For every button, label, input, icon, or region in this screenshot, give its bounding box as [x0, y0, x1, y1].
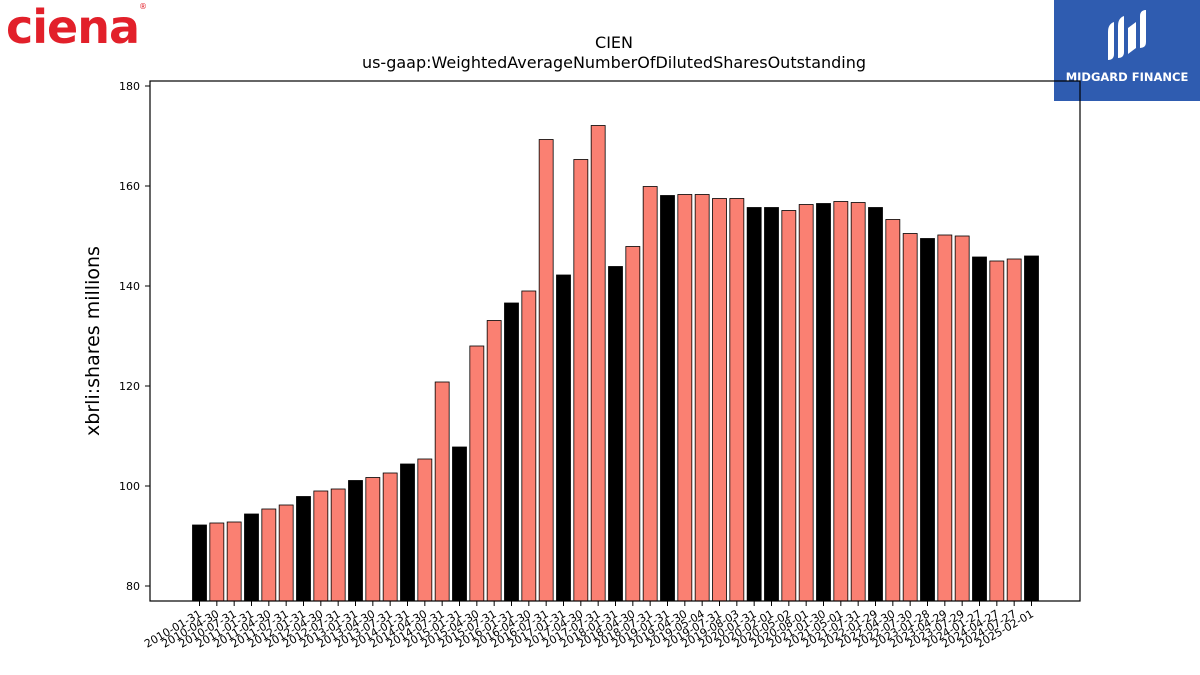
bar-2016-01-31 [504, 302, 519, 602]
bar-2017-07-31 [590, 125, 606, 602]
bar-2014-01-31 [400, 463, 415, 602]
bar-2018-01-31 [608, 266, 623, 602]
bar-2020-05-02 [781, 210, 797, 602]
bar-2018-07-31 [642, 186, 658, 602]
y-tick-label: 160 [119, 180, 140, 193]
midgard-emblem-icon [1108, 10, 1146, 60]
bar-2010-07-31 [226, 521, 242, 602]
bar-2021-05-01 [833, 201, 849, 602]
bar-2013-01-31 [348, 480, 363, 602]
bar-2011-01-31 [244, 513, 259, 602]
bar-2017-04-30 [573, 159, 589, 602]
bar-2019-08-03 [729, 198, 745, 602]
bar-2020-02-01 [764, 207, 779, 602]
bar-2019-01-31 [660, 195, 675, 602]
bar-2012-07-31 [330, 488, 346, 602]
bar-2011-04-30 [261, 508, 277, 602]
ciena-logo-text: ciena [6, 0, 140, 54]
bar-2016-07-31 [538, 139, 554, 602]
bar-2010-01-31 [192, 524, 207, 602]
y-tick-label: 80 [126, 580, 140, 593]
ciena-logo: ciena® [6, 2, 156, 52]
bar-2019-05-04 [694, 194, 710, 602]
plot-frame [149, 80, 1081, 602]
x-ticks-group: 2010-01-312010-04-302010-07-312011-01-31… [142, 601, 1036, 651]
bar-2015-01-31 [452, 446, 467, 602]
bar-2021-07-31 [850, 202, 866, 602]
chart-title: CIEN [595, 33, 633, 52]
bar-2022-01-29 [868, 207, 883, 602]
bar-2020-08-01 [798, 204, 814, 602]
bar-2012-01-31 [296, 496, 311, 602]
bar-2013-04-30 [365, 477, 381, 602]
y-ticks-group: 80 100 120 140 160 180 [119, 80, 150, 593]
y-tick-label: 180 [119, 80, 140, 93]
midgard-finance-logo: MIDGARD FINANCE [1054, 0, 1200, 101]
bar-2019-07-31 [712, 198, 727, 602]
y-tick-label: 140 [119, 280, 140, 293]
y-tick-label: 120 [119, 380, 140, 393]
sponsor-name: MIDGARD FINANCE [1065, 70, 1189, 84]
bar-2025-02-01 [1024, 255, 1039, 602]
registered-mark: ® [139, 2, 148, 11]
y-axis-label: xbrli:shares millions [82, 246, 104, 436]
bar-2014-07-31 [434, 381, 450, 602]
bar-2010-04-30 [209, 522, 225, 602]
bar-2016-04-30 [521, 290, 537, 602]
chart-subtitle: us-gaap:WeightedAverageNumberOfDilutedSh… [362, 53, 866, 72]
bar-2017-01-31 [556, 274, 571, 602]
bar-2014-04-30 [417, 458, 433, 602]
bar-2022-07-30 [902, 233, 918, 602]
bars-group [192, 125, 1039, 602]
bar-2018-04-30 [625, 246, 641, 602]
y-tick-label: 100 [119, 480, 140, 493]
bar-2024-01-27 [972, 256, 987, 602]
bar-2023-01-28 [920, 238, 935, 602]
bar-2013-07-31 [382, 472, 398, 602]
bar-2015-04-30 [469, 345, 485, 602]
bar-2019-04-30 [677, 194, 693, 602]
bar-2021-01-30 [816, 203, 831, 602]
bar-2024-04-27 [989, 260, 1005, 602]
bar-2012-04-30 [313, 490, 329, 602]
bar-2022-04-30 [885, 219, 901, 602]
bar-2023-07-29 [954, 235, 970, 602]
bar-2023-04-29 [937, 234, 953, 602]
bar-2024-07-27 [1006, 258, 1022, 602]
bar-2011-07-31 [278, 504, 294, 602]
bar-2020-01-31 [746, 207, 762, 602]
bar-2015-07-31 [486, 320, 502, 602]
